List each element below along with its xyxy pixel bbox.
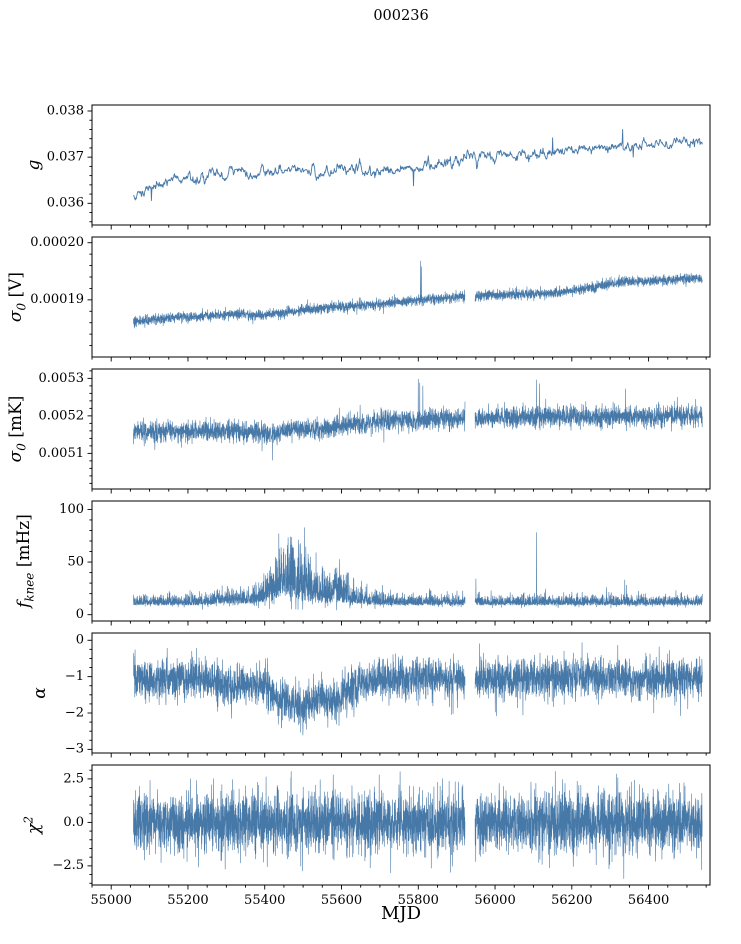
y-axis-label-chi2: χ2 [21, 816, 45, 834]
y-axis-label-sigma0-mk: σ0 [mK] [6, 395, 29, 463]
y-axis-label-gain: g [24, 159, 45, 171]
y-axis-label-fknee: fknee [mHz] [14, 514, 37, 608]
x-axis-label: MJD [380, 903, 422, 924]
plot-title: 000236 [373, 8, 429, 24]
y-axis-label-sigma0-v: σ0 [V] [6, 271, 29, 323]
y-axis-label-alpha: α [30, 687, 51, 699]
